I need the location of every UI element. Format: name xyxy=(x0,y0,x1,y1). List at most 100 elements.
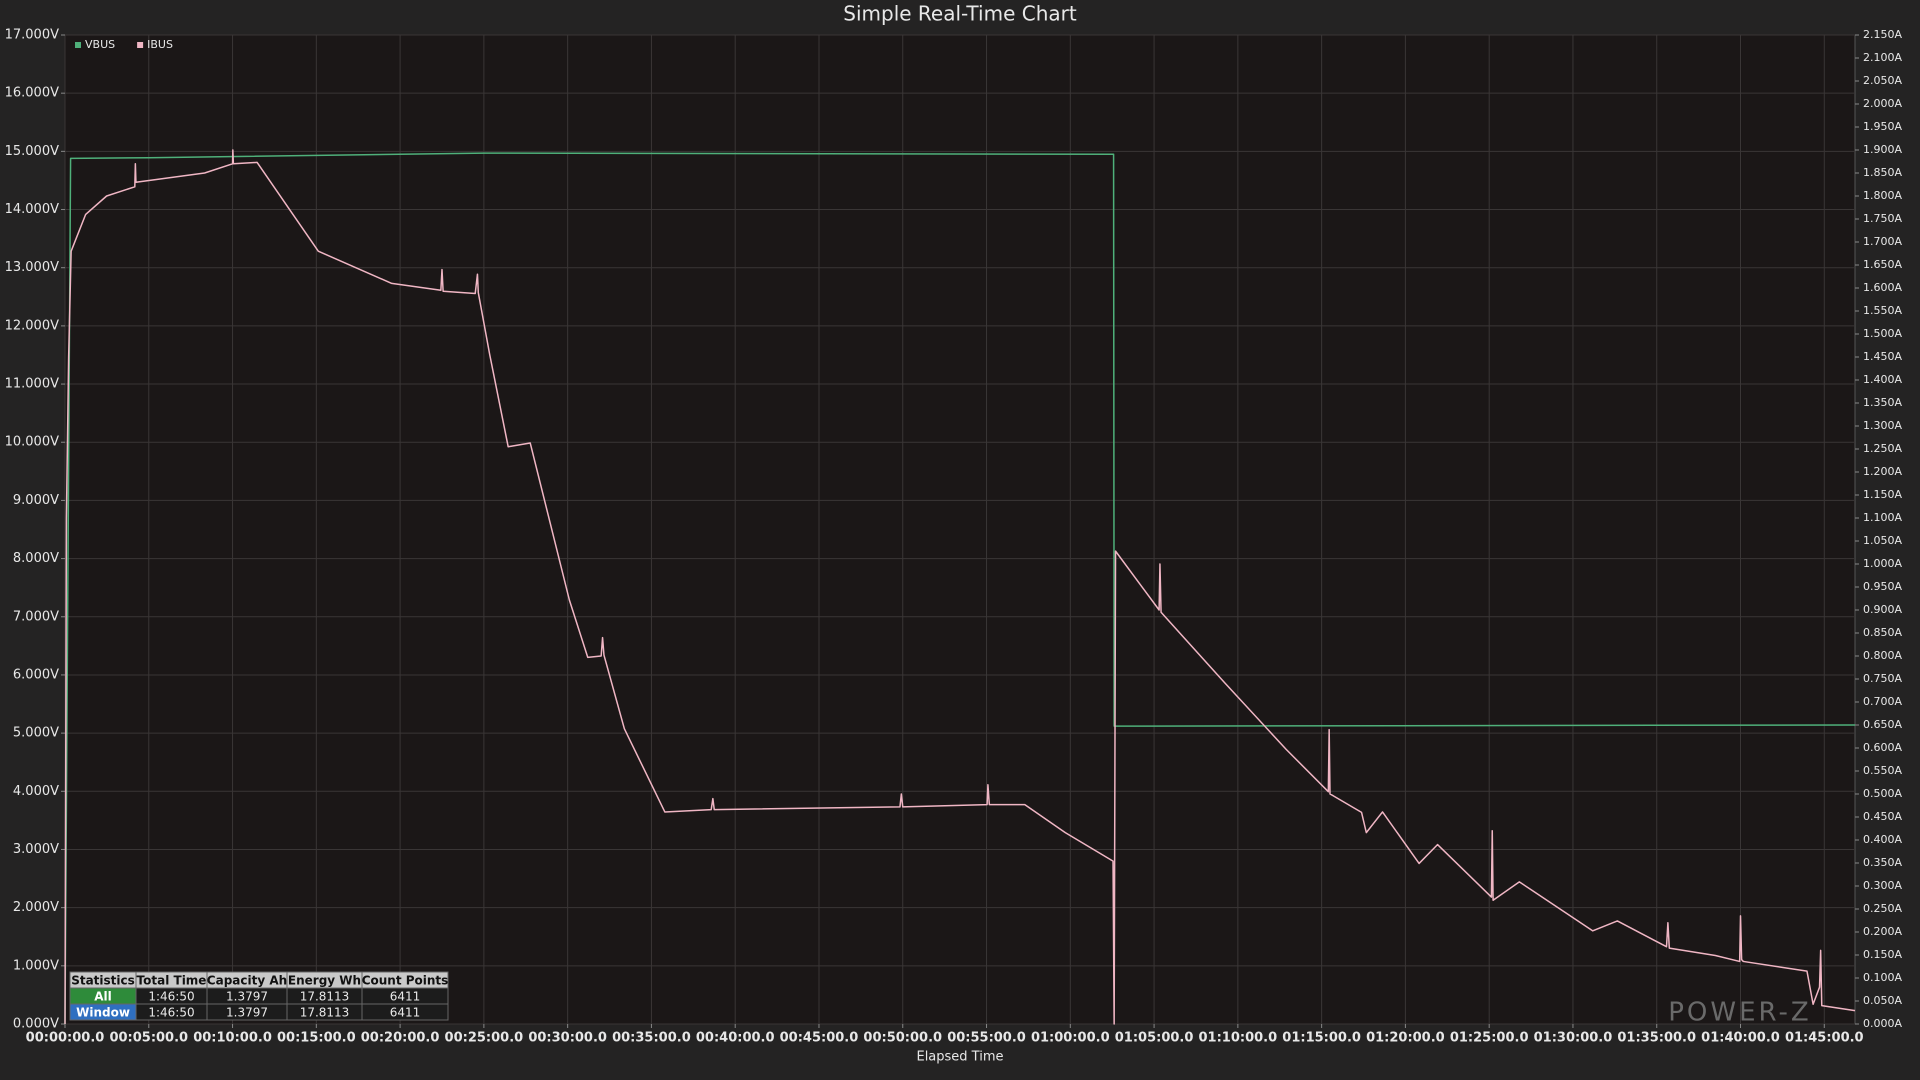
y-tick-label: 6.000V xyxy=(13,667,59,682)
y2-tick-label: 1.900A xyxy=(1863,143,1902,156)
y-tick-label: 0.000V xyxy=(13,1017,59,1032)
table-value: 17.8113 xyxy=(300,990,350,1004)
table-value: 1.3797 xyxy=(226,990,268,1004)
y2-tick-label: 0.700A xyxy=(1863,695,1902,708)
table-value: All xyxy=(94,990,112,1004)
x-tick-label: 00:40:00.0 xyxy=(696,1031,775,1046)
y2-tick-label: 1.300A xyxy=(1863,419,1902,432)
y2-tick-label: 1.950A xyxy=(1863,120,1902,133)
y2-tick-label: 1.200A xyxy=(1863,465,1902,478)
y-tick-label: 15.000V xyxy=(5,144,59,159)
y-tick-label: 12.000V xyxy=(5,318,59,333)
y-tick-label: 5.000V xyxy=(13,726,59,741)
legend-label: VBUS xyxy=(85,38,115,51)
y-tick-label: 7.000V xyxy=(13,609,59,624)
x-tick-label: 01:15:00.0 xyxy=(1282,1031,1361,1046)
table-header: Statistics xyxy=(71,974,135,988)
series-line xyxy=(64,152,1856,1025)
y2-tick-label: 0.100A xyxy=(1863,971,1902,984)
x-tick-label: 01:05:00.0 xyxy=(1115,1031,1194,1046)
y2-tick-label: 1.850A xyxy=(1863,166,1902,179)
y-tick-label: 11.000V xyxy=(5,377,59,392)
y2-tick-label: 0.150A xyxy=(1863,948,1902,961)
x-tick-label: 01:10:00.0 xyxy=(1199,1031,1278,1046)
y-tick-label: 4.000V xyxy=(13,784,59,799)
y2-tick-label: 1.450A xyxy=(1863,350,1902,363)
y2-tick-label: 2.000A xyxy=(1863,97,1902,110)
grid xyxy=(64,34,1855,1025)
y2-tick-label: 1.750A xyxy=(1863,212,1902,225)
y2-tick-label: 1.650A xyxy=(1863,258,1902,271)
x-tick-label: 00:00:00.0 xyxy=(26,1031,105,1046)
y2-tick-label: 0.950A xyxy=(1863,580,1902,593)
table-value: Window xyxy=(76,1006,130,1020)
y-tick-label: 14.000V xyxy=(5,202,59,217)
chart-title: Simple Real-Time Chart xyxy=(843,2,1077,26)
x-tick-label: 00:10:00.0 xyxy=(193,1031,272,1046)
y2-tick-label: 1.800A xyxy=(1863,189,1902,202)
watermark: POWER-Z xyxy=(1668,998,1811,1028)
x-tick-label: 01:00:00.0 xyxy=(1031,1031,1110,1046)
y2-tick-label: 0.850A xyxy=(1863,626,1902,639)
y-tick-label: 8.000V xyxy=(13,551,59,566)
table-value: 1.3797 xyxy=(226,1006,268,1020)
y2-tick-label: 0.650A xyxy=(1863,718,1902,731)
y2-tick-label: 1.050A xyxy=(1863,534,1902,547)
y2-tick-label: 0.250A xyxy=(1863,902,1902,915)
table-cell xyxy=(361,1003,449,1021)
y-tick-label: 9.000V xyxy=(13,493,59,508)
y-tick-label: 17.000V xyxy=(5,28,59,43)
x-tick-label: 00:45:00.0 xyxy=(780,1031,859,1046)
y2-tick-label: 0.400A xyxy=(1863,833,1902,846)
y2-tick-label: 1.100A xyxy=(1863,511,1902,524)
legend-swatch xyxy=(75,42,81,48)
statistics-table: Statistics Total Time Capacity Ah Energy Wh… xyxy=(69,971,449,1021)
x-tick-label: 00:55:00.0 xyxy=(947,1031,1026,1046)
y-tick-label: 2.000V xyxy=(13,900,59,915)
plot-area xyxy=(64,34,1856,1025)
y2-tick-label: 1.250A xyxy=(1863,442,1902,455)
table-header: Energy Wh xyxy=(288,974,361,988)
legend-label: IBUS xyxy=(147,38,173,51)
y2-tick-label: 0.550A xyxy=(1863,764,1902,777)
y-tick-label: 1.000V xyxy=(13,958,59,973)
x-tick-label: 00:50:00.0 xyxy=(863,1031,942,1046)
y2-tick-label: 1.500A xyxy=(1863,327,1902,340)
y2-tick-label: 2.100A xyxy=(1863,51,1902,64)
y2-tick-label: 1.350A xyxy=(1863,396,1902,409)
y2-tick-label: 2.050A xyxy=(1863,74,1902,87)
y2-tick-label: 1.550A xyxy=(1863,304,1902,317)
table-value: 6411 xyxy=(390,990,421,1004)
table-value: 17.8113 xyxy=(300,1006,350,1020)
y-tick-label: 16.000V xyxy=(5,86,59,101)
y2-tick-label: 1.150A xyxy=(1863,488,1902,501)
x-tick-label: 00:25:00.0 xyxy=(445,1031,524,1046)
y2-tick-label: 0.750A xyxy=(1863,672,1902,685)
y2-tick-label: 0.300A xyxy=(1863,879,1902,892)
y2-tick-label: 0.000A xyxy=(1863,1017,1902,1030)
y-tick-label: 13.000V xyxy=(5,260,59,275)
y2-tick-label: 1.600A xyxy=(1863,281,1902,294)
table-header: Capacity Ah xyxy=(207,974,287,988)
x-tick-label: 00:15:00.0 xyxy=(277,1031,356,1046)
y2-tick-label: 0.600A xyxy=(1863,741,1902,754)
y2-tick-label: 0.450A xyxy=(1863,810,1902,823)
x-tick-label: 00:05:00.0 xyxy=(109,1031,188,1046)
y2-tick-label: 2.150A xyxy=(1863,28,1902,41)
x-tick-label: 00:30:00.0 xyxy=(528,1031,607,1046)
y2-tick-label: 0.050A xyxy=(1863,994,1902,1007)
y2-tick-label: 0.900A xyxy=(1863,603,1902,616)
y-tick-label: 10.000V xyxy=(5,435,59,450)
x-tick-label: 01:20:00.0 xyxy=(1366,1031,1445,1046)
y-tick-label: 3.000V xyxy=(13,842,59,857)
x-axis-title: Elapsed Time xyxy=(916,1050,1003,1065)
table-header: Total Time xyxy=(137,974,207,988)
table-header: Count Points xyxy=(362,974,449,988)
table-value: 6411 xyxy=(390,1006,421,1020)
x-tick-label: 01:35:00.0 xyxy=(1617,1031,1696,1046)
x-tick-label: 01:45:00.0 xyxy=(1785,1031,1864,1046)
y2-tick-label: 1.700A xyxy=(1863,235,1902,248)
y2-tick-label: 0.500A xyxy=(1863,787,1902,800)
